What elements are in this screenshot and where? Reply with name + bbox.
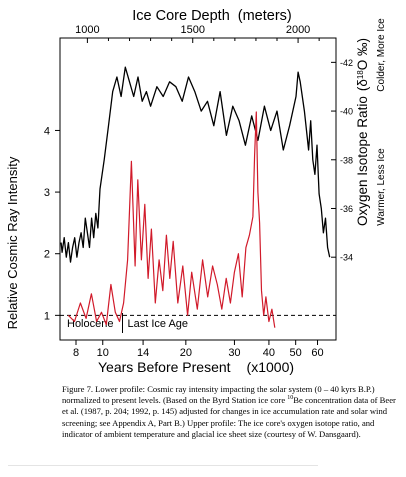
- right-axis-colder-label: Colder, More Ice: [376, 18, 387, 92]
- chart: Ice Core Depth (meters) 1000 1500 2000 1 2 3 4…: [5, 8, 387, 375]
- figure-label: Figure 7.: [62, 384, 94, 394]
- left-axis-tick-label: 4: [44, 125, 50, 137]
- bottom-axis-tick-label: 60: [311, 347, 323, 359]
- right-axis-tick-label: -42: [340, 58, 353, 68]
- top-axis-title: Ice Core Depth (meters): [132, 8, 292, 24]
- bottom-axis-tick-label: 20: [180, 347, 192, 359]
- plot-frame: [59, 37, 337, 341]
- bottom-axis-ticks: 8 10 14 20 30 40 50 60: [73, 340, 324, 359]
- left-axis-tick-label: 2: [44, 249, 50, 261]
- left-axis-tick-label: 1: [44, 310, 50, 322]
- bottom-axis-tick-label: 14: [137, 347, 149, 359]
- bottom-axis-tick-label: 30: [228, 347, 240, 359]
- left-axis-title: Relative Cosmic Ray Intensity: [5, 156, 20, 329]
- bottom-axis-title: Years Before Present (x1000): [98, 359, 294, 375]
- figure-caption: Figure 7. Lower profile: Cosmic ray inte…: [62, 384, 397, 440]
- left-axis-ticks: 1 2 3 4: [44, 125, 60, 322]
- bottom-axis-tick-label: 8: [73, 347, 79, 359]
- period-label-holocene: Holocene: [67, 318, 113, 330]
- right-axis-tick-label: -36: [340, 204, 353, 214]
- right-axis-tick-label: -38: [340, 155, 353, 165]
- right-axis-tick-label: -40: [340, 107, 353, 117]
- top-axis-tick-label: 2000: [286, 24, 310, 36]
- period-label-last-ice-age: Last Ice Age: [128, 318, 189, 330]
- caption-text-continued: Be concentration data of Beer et al. (19…: [62, 395, 396, 439]
- top-axis-tick-label: 1500: [180, 24, 204, 36]
- right-axis-title: Oxygen Isotope Ratio(δ18O ‰): [355, 38, 370, 226]
- divider: [8, 465, 318, 466]
- top-axis-ticks: 1000 1500 2000: [75, 24, 320, 43]
- right-axis-ticks: -34 -36 -38 -40 -42: [331, 58, 353, 263]
- right-axis-tick-label: -34: [340, 253, 353, 263]
- right-axis-warmer-label: Warmer, Less Ice: [376, 148, 387, 226]
- series-line-oxygen-isotope: [60, 66, 331, 263]
- bottom-axis-tick-label: 10: [97, 347, 109, 359]
- series-line-cosmic-ray: [67, 111, 276, 328]
- top-axis-tick-label: 1000: [75, 24, 99, 36]
- caption-superscript: 10: [287, 395, 294, 402]
- bottom-axis-tick-label: 40: [263, 347, 275, 359]
- caption-text: Lower profile: Cosmic ray intensity impa…: [62, 384, 375, 406]
- bottom-axis-tick-label: 50: [290, 347, 302, 359]
- left-axis-tick-label: 3: [44, 187, 50, 199]
